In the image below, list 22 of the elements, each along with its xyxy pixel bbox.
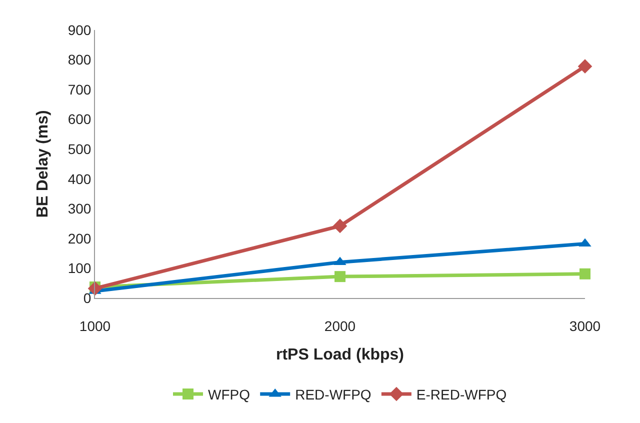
point	[580, 268, 590, 280]
y-tick-label: 300	[68, 200, 92, 217]
y-axis-title: BE Delay (ms)	[34, 110, 52, 218]
y-tick-label: 200	[68, 230, 92, 246]
y-tick-label: 0	[83, 290, 92, 306]
point	[334, 271, 346, 282]
x-axis-title: rtPS Load (kbps)	[276, 346, 404, 364]
y-tick-label: 700	[68, 81, 92, 98]
y-tick-label: 400	[68, 170, 92, 187]
y-tick-label: 100	[68, 260, 92, 276]
y-tick-label: 900	[68, 22, 92, 38]
x-tick-label: 1000	[79, 318, 111, 334]
legend-label: E-RED-WFPQ	[416, 386, 507, 402]
y-tick-label: 500	[68, 141, 92, 158]
y-tick-label: 600	[68, 111, 92, 128]
x-tick-label: 2000	[324, 318, 356, 334]
x-tick-label: 3000	[569, 318, 601, 334]
point	[332, 218, 348, 234]
point	[578, 59, 592, 74]
y-tick-label: 800	[68, 52, 92, 68]
legend-label: WFPQ	[208, 386, 250, 402]
legend-label: RED-WFPQ	[295, 386, 372, 402]
